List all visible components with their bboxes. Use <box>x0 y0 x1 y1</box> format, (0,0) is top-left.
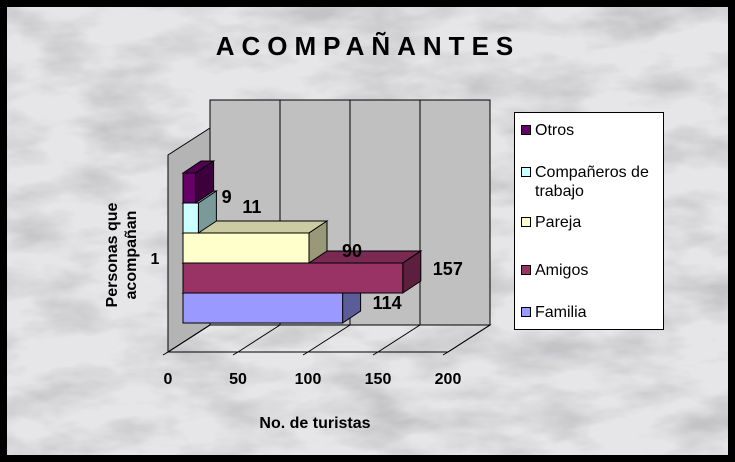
bar-front <box>182 202 199 234</box>
x-tick <box>442 351 449 356</box>
bar <box>181 190 219 234</box>
data-label: 114 <box>373 293 402 313</box>
floor-grid-line <box>237 324 281 353</box>
legend-swatch <box>521 125 531 135</box>
data-label: 9 <box>222 187 232 207</box>
x-tick-label: 50 <box>229 371 247 388</box>
data-label: 11 <box>242 197 261 217</box>
x-tick <box>302 351 309 356</box>
legend-item: Familia <box>521 303 661 322</box>
data-label: 157 <box>433 259 463 279</box>
x-tick <box>232 351 239 356</box>
legend-item: Otros <box>521 121 661 140</box>
floor-grid-line <box>307 324 351 353</box>
x-tick-label: 200 <box>435 371 462 388</box>
legend-label: Compañeros de trabajo <box>535 164 649 200</box>
x-tick-label: 0 <box>164 371 173 388</box>
floor-grid-line <box>377 324 421 353</box>
legend-swatch <box>521 217 531 227</box>
data-label: 90 <box>342 241 362 261</box>
chart-title: ACOMPAÑANTES <box>216 31 521 61</box>
bar-front <box>182 262 404 294</box>
x-axis-label: No. de turistas <box>259 415 370 432</box>
x-tick <box>372 351 379 356</box>
legend-label: Otros <box>535 122 575 139</box>
floor-grid-line <box>167 324 211 353</box>
bar <box>181 160 216 204</box>
legend-label: Amigos <box>535 262 589 279</box>
legend-label: Pareja <box>535 214 582 231</box>
x-tick-label: 150 <box>365 371 392 388</box>
x-tick <box>162 351 169 356</box>
floor-grid-line <box>447 324 491 353</box>
y-axis-label: Personas que acompañan <box>104 202 140 308</box>
legend-item: Pareja <box>521 213 661 232</box>
legend-swatch <box>521 307 531 317</box>
x-tick-label: 100 <box>295 371 322 388</box>
legend-item: Amigos <box>521 261 661 280</box>
border <box>5 5 730 457</box>
bar-front <box>182 292 344 324</box>
legend-swatch <box>521 265 531 275</box>
bar <box>181 220 329 264</box>
bar-front <box>182 232 310 264</box>
y-tick-label: 1 <box>151 251 160 268</box>
legend-item: Compañeros de trabajo <box>521 163 661 201</box>
legend-label: Familia <box>535 304 587 321</box>
legend-swatch <box>521 167 531 177</box>
bar-front <box>182 172 197 204</box>
legend: Familia Amigos Pareja Compañeros de trabajo… <box>514 112 664 330</box>
